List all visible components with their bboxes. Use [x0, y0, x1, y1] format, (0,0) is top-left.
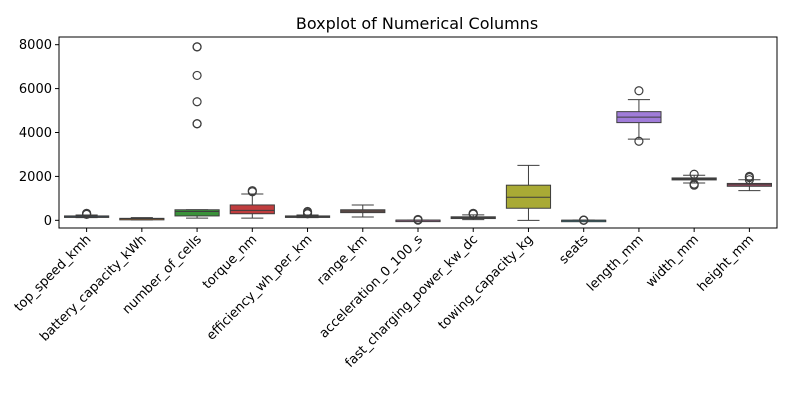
y-tick-label: 6000	[19, 82, 52, 97]
outlier-point	[302, 206, 313, 217]
outlier-point	[689, 169, 699, 179]
box-body	[174, 209, 220, 217]
x-tick-label: efficiency_wh_per_km	[204, 232, 315, 343]
box-body	[229, 204, 275, 215]
box-battery_capacity_kWh	[119, 217, 165, 221]
outlier-point	[82, 208, 92, 218]
outlier-point	[634, 136, 644, 146]
box-efficiency_wh_per_km	[284, 206, 331, 219]
plot-area: 02000400060008000top_speed_kmhbattery_ca…	[12, 38, 772, 371]
y-tick-label: 4000	[19, 126, 52, 141]
outlier-point	[744, 171, 754, 182]
outlier-point	[579, 215, 589, 225]
box-height_mm	[726, 171, 772, 192]
x-tick-label: length_mm	[584, 232, 646, 294]
outlier-point	[192, 119, 202, 129]
box-width_mm	[671, 169, 717, 190]
box-top_speed_kmh	[64, 208, 110, 219]
outlier-point	[468, 208, 478, 218]
box-length_mm	[616, 86, 662, 146]
box-seats	[561, 215, 607, 225]
y-tick-label: 0	[44, 214, 52, 229]
x-tick-label: range_km	[314, 232, 370, 288]
x-tick-label: torque_nm	[200, 232, 260, 292]
outlier-point	[247, 186, 257, 196]
y-tick-label: 2000	[19, 170, 52, 185]
y-tick-label: 8000	[19, 38, 52, 53]
x-tick-label: acceleration_0_100_s	[317, 232, 426, 341]
box-towing_capacity_kg	[505, 164, 552, 221]
x-tick-label: seats	[556, 232, 591, 267]
outlier-point	[634, 86, 644, 96]
outlier-point	[689, 179, 699, 189]
box-range_km	[340, 204, 386, 218]
box-fast_charging_power_kw_dc	[450, 208, 496, 221]
x-tick-label: towing_capacity_kg	[436, 232, 537, 333]
outlier-point	[192, 42, 202, 52]
x-tick-label: height_mm	[695, 232, 757, 294]
axes-frame	[58, 36, 778, 229]
outlier-point	[413, 214, 423, 225]
x-tick-label: width_mm	[644, 232, 702, 290]
x-tick-label: battery_capacity_kWh	[37, 232, 149, 344]
chart-title: Boxplot of Numerical Columns	[296, 14, 538, 33]
box-number_of_cells	[174, 42, 220, 219]
outlier-point	[192, 97, 202, 107]
box-body	[505, 184, 552, 209]
box-acceleration_0_100_s	[395, 214, 441, 225]
box-torque_nm	[229, 186, 275, 219]
outlier-point	[192, 70, 202, 81]
